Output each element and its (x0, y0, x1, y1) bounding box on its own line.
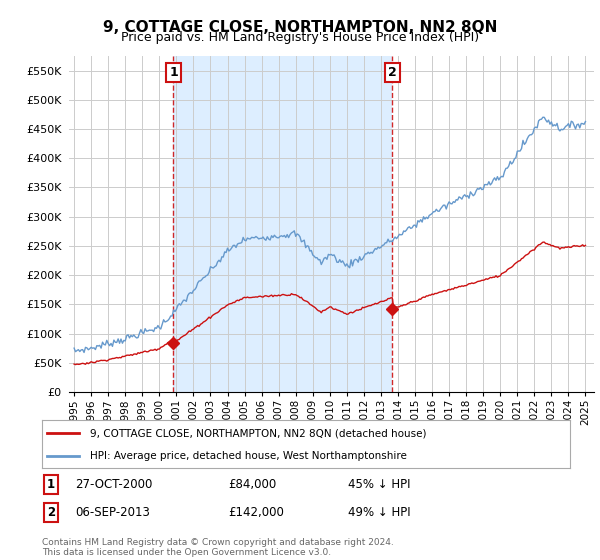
Text: £84,000: £84,000 (228, 478, 276, 491)
Text: 2: 2 (388, 66, 397, 79)
Text: 27-OCT-2000: 27-OCT-2000 (75, 478, 152, 491)
Text: 06-SEP-2013: 06-SEP-2013 (75, 506, 150, 519)
Text: HPI: Average price, detached house, West Northamptonshire: HPI: Average price, detached house, West… (89, 451, 406, 461)
Text: 49% ↓ HPI: 49% ↓ HPI (348, 506, 410, 519)
Text: 2: 2 (47, 506, 55, 519)
Text: 1: 1 (169, 66, 178, 79)
Text: Contains HM Land Registry data © Crown copyright and database right 2024.
This d: Contains HM Land Registry data © Crown c… (42, 538, 394, 557)
Text: Price paid vs. HM Land Registry's House Price Index (HPI): Price paid vs. HM Land Registry's House … (121, 31, 479, 44)
Text: 45% ↓ HPI: 45% ↓ HPI (348, 478, 410, 491)
Text: 9, COTTAGE CLOSE, NORTHAMPTON, NN2 8QN (detached house): 9, COTTAGE CLOSE, NORTHAMPTON, NN2 8QN (… (89, 428, 426, 438)
Bar (173, 56, 392, 392)
Text: £142,000: £142,000 (228, 506, 284, 519)
Text: 1: 1 (47, 478, 55, 491)
Text: 9, COTTAGE CLOSE, NORTHAMPTON, NN2 8QN: 9, COTTAGE CLOSE, NORTHAMPTON, NN2 8QN (103, 20, 497, 35)
